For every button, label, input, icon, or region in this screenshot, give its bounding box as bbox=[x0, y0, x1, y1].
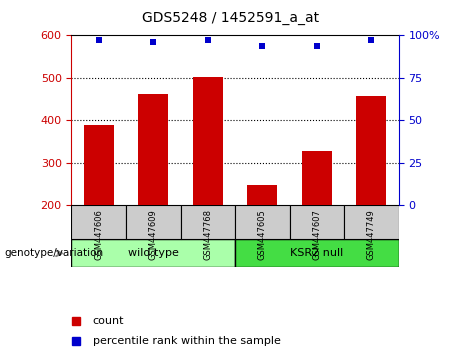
Bar bbox=[235, 239, 399, 267]
Bar bbox=[290, 205, 344, 239]
Text: GSM447605: GSM447605 bbox=[258, 210, 267, 260]
Bar bbox=[193, 76, 223, 205]
Text: KSR2 null: KSR2 null bbox=[290, 249, 343, 258]
Text: percentile rank within the sample: percentile rank within the sample bbox=[93, 336, 280, 346]
Text: GDS5248 / 1452591_a_at: GDS5248 / 1452591_a_at bbox=[142, 11, 319, 25]
Bar bbox=[344, 205, 399, 239]
Text: GSM447609: GSM447609 bbox=[149, 210, 158, 260]
Bar bbox=[84, 125, 114, 205]
Bar bbox=[71, 239, 235, 267]
Bar bbox=[138, 93, 168, 205]
Bar bbox=[181, 205, 235, 239]
Text: GSM447749: GSM447749 bbox=[367, 210, 376, 260]
Text: wild type: wild type bbox=[128, 249, 179, 258]
Text: GSM447606: GSM447606 bbox=[94, 210, 103, 260]
Bar bbox=[356, 96, 386, 205]
Bar bbox=[302, 151, 332, 205]
Bar bbox=[235, 205, 290, 239]
Text: GSM447607: GSM447607 bbox=[313, 210, 321, 260]
Bar bbox=[71, 205, 126, 239]
Bar bbox=[126, 205, 181, 239]
Text: GSM447768: GSM447768 bbox=[203, 210, 213, 261]
Bar bbox=[248, 184, 278, 205]
Text: genotype/variation: genotype/variation bbox=[5, 249, 104, 258]
Text: count: count bbox=[93, 316, 124, 326]
